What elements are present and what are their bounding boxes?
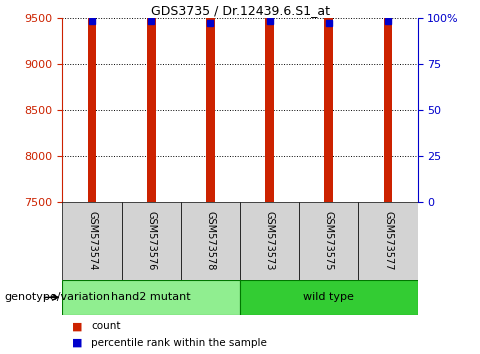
Bar [87, 0, 96, 202]
Text: GSM573577: GSM573577 [383, 211, 393, 270]
Bar [265, 0, 274, 202]
Bar [299, 202, 359, 280]
Bar [384, 0, 393, 202]
Text: GSM573576: GSM573576 [146, 211, 156, 270]
Text: genotype/variation: genotype/variation [5, 292, 111, 302]
Text: GSM573573: GSM573573 [264, 211, 275, 270]
Bar [359, 202, 418, 280]
Bar [62, 202, 121, 280]
Text: GSM573575: GSM573575 [324, 211, 334, 270]
Bar [206, 0, 215, 202]
Text: count: count [91, 321, 120, 331]
Text: wild type: wild type [303, 292, 354, 302]
Title: GDS3735 / Dr.12439.6.S1_at: GDS3735 / Dr.12439.6.S1_at [151, 4, 329, 17]
Text: GSM573574: GSM573574 [87, 211, 97, 270]
Text: GSM573578: GSM573578 [205, 211, 216, 270]
Bar [147, 0, 156, 202]
Text: percentile rank within the sample: percentile rank within the sample [91, 338, 267, 348]
Bar [240, 202, 299, 280]
Bar [181, 202, 240, 280]
Bar [121, 202, 181, 280]
Text: hand2 mutant: hand2 mutant [111, 292, 191, 302]
Text: ■: ■ [72, 338, 83, 348]
Text: ■: ■ [72, 321, 83, 331]
Bar [240, 280, 418, 315]
Bar [62, 280, 240, 315]
Bar [324, 0, 333, 202]
